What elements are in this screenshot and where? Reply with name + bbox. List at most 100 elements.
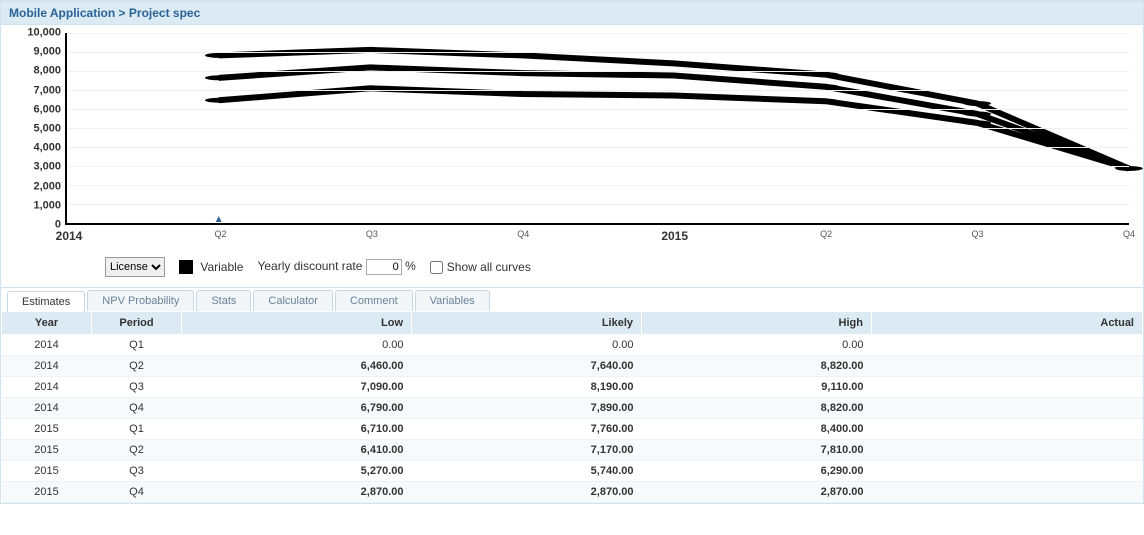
chart-plot-area: ▲ — [65, 33, 1129, 225]
cell-low: 2,870.00 — [182, 482, 412, 503]
table-row: 2015Q26,410.007,170.007,810.00 — [2, 440, 1143, 461]
cell-low: 7,090.00 — [182, 377, 412, 398]
table-header-actual: Actual — [872, 312, 1143, 335]
cell-low: 6,790.00 — [182, 398, 412, 419]
cell-likely: 8,190.00 — [412, 377, 642, 398]
chart-marker — [963, 101, 991, 106]
table-row: 2014Q46,790.007,890.008,820.00 — [2, 398, 1143, 419]
cell-period: Q1 — [92, 335, 182, 356]
chart-marker — [963, 120, 991, 125]
cell-high: 0.00 — [642, 335, 872, 356]
cell-actual — [872, 335, 1143, 356]
cell-likely: 0.00 — [412, 335, 642, 356]
table-header-period: Period — [92, 312, 182, 335]
cell-likely: 5,740.00 — [412, 461, 642, 482]
x-tick-minor: Q3 — [366, 229, 378, 239]
cell-year: 2015 — [2, 482, 92, 503]
chart-marker — [508, 53, 536, 58]
app-window: Mobile Application > Project spec 10,000… — [0, 0, 1144, 504]
chart-marker — [812, 84, 840, 89]
cell-actual — [872, 440, 1143, 461]
table-row: 2014Q10.000.000.00 — [2, 335, 1143, 356]
discount-rate-group: Yearly discount rate % — [257, 259, 415, 275]
cell-actual — [872, 461, 1143, 482]
cell-year: 2015 — [2, 419, 92, 440]
chart-cursor-arrow: ▲ — [214, 215, 224, 225]
show-all-curves-group[interactable]: Show all curves — [430, 260, 531, 274]
cell-year: 2014 — [2, 377, 92, 398]
cell-likely: 7,640.00 — [412, 356, 642, 377]
series-select[interactable]: License — [105, 257, 165, 277]
x-tick-minor: Q2 — [214, 229, 226, 239]
chart-marker — [205, 53, 233, 58]
chart-marker — [812, 99, 840, 104]
cell-actual — [872, 356, 1143, 377]
cell-high: 8,400.00 — [642, 419, 872, 440]
tab-stats[interactable]: Stats — [196, 290, 251, 311]
cell-year: 2014 — [2, 335, 92, 356]
table-row: 2015Q35,270.005,740.006,290.00 — [2, 461, 1143, 482]
estimates-table: YearPeriodLowLikelyHighActual 2014Q10.00… — [1, 311, 1143, 503]
show-all-curves-checkbox[interactable] — [430, 261, 443, 274]
cell-period: Q4 — [92, 398, 182, 419]
discount-rate-input[interactable] — [366, 259, 402, 275]
chart-marker — [357, 65, 385, 70]
variable-swatch — [179, 260, 193, 274]
x-tick-minor: Q2 — [820, 229, 832, 239]
table-header-low: Low — [182, 312, 412, 335]
table-row: 2014Q37,090.008,190.009,110.00 — [2, 377, 1143, 398]
chart-marker — [508, 92, 536, 97]
cell-low: 6,710.00 — [182, 419, 412, 440]
x-tick-major: 2015 — [661, 229, 688, 243]
cell-low: 6,410.00 — [182, 440, 412, 461]
cell-high: 6,290.00 — [642, 461, 872, 482]
chart-marker — [963, 111, 991, 116]
table-row: 2015Q42,870.002,870.002,870.00 — [2, 482, 1143, 503]
cell-high: 9,110.00 — [642, 377, 872, 398]
cell-high: 8,820.00 — [642, 356, 872, 377]
chart-marker — [812, 72, 840, 77]
x-tick-minor: Q3 — [972, 229, 984, 239]
cell-actual — [872, 419, 1143, 440]
breadcrumb: Mobile Application > Project spec — [1, 1, 1143, 25]
cell-likely: 2,870.00 — [412, 482, 642, 503]
table-row: 2015Q16,710.007,760.008,400.00 — [2, 419, 1143, 440]
chart-x-axis: 2014Q2Q3Q42015Q2Q3Q4 — [69, 225, 1129, 253]
table-header-high: High — [642, 312, 872, 335]
cell-low: 5,270.00 — [182, 461, 412, 482]
cell-year: 2014 — [2, 356, 92, 377]
cell-low: 0.00 — [182, 335, 412, 356]
chart-series-line — [219, 67, 1129, 168]
tab-strip: EstimatesNPV ProbabilityStatsCalculatorC… — [1, 288, 1143, 311]
cell-period: Q2 — [92, 356, 182, 377]
table-header-likely: Likely — [412, 312, 642, 335]
chart-y-axis: 10,0009,0008,0007,0006,0005,0004,0003,00… — [15, 33, 65, 225]
variable-label: Variable — [200, 260, 243, 274]
table-header-year: Year — [2, 312, 92, 335]
discount-rate-unit: % — [405, 259, 416, 273]
tabs-panel: EstimatesNPV ProbabilityStatsCalculatorC… — [1, 287, 1143, 503]
cell-likely: 7,170.00 — [412, 440, 642, 461]
cell-period: Q3 — [92, 377, 182, 398]
x-tick-major: 2014 — [56, 229, 83, 243]
cell-high: 7,810.00 — [642, 440, 872, 461]
chart-marker — [660, 61, 688, 66]
tab-comment[interactable]: Comment — [335, 290, 413, 311]
cell-year: 2015 — [2, 440, 92, 461]
tab-npv[interactable]: NPV Probability — [87, 290, 194, 311]
cell-likely: 7,890.00 — [412, 398, 642, 419]
tab-estimates[interactable]: Estimates — [7, 291, 85, 312]
tab-calculator[interactable]: Calculator — [253, 290, 333, 311]
cell-period: Q2 — [92, 440, 182, 461]
cell-period: Q4 — [92, 482, 182, 503]
cell-year: 2014 — [2, 398, 92, 419]
cell-actual — [872, 482, 1143, 503]
variable-legend: Variable — [179, 260, 243, 275]
table-row: 2014Q26,460.007,640.008,820.00 — [2, 356, 1143, 377]
tab-variables[interactable]: Variables — [415, 290, 490, 311]
chart-marker — [205, 75, 233, 80]
discount-rate-label: Yearly discount rate — [257, 259, 362, 273]
cell-likely: 7,760.00 — [412, 419, 642, 440]
chart-controls: License Variable Yearly discount rate % … — [15, 253, 1129, 281]
chart-marker — [660, 93, 688, 98]
